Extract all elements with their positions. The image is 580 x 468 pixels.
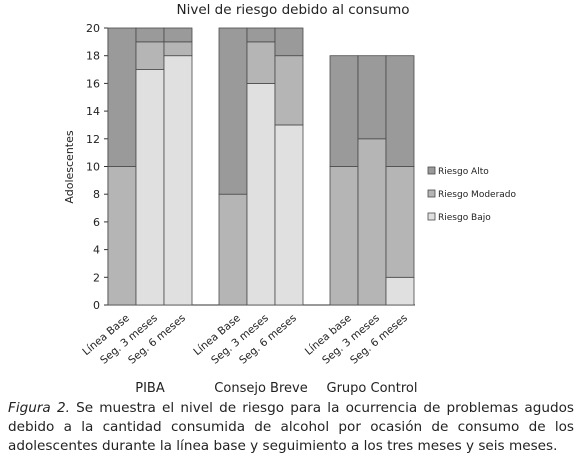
bar-segment-alto (329, 55, 359, 167)
bar-segment-bajo (274, 124, 304, 306)
y-tick-label: 2 (93, 271, 100, 284)
y-tick-label: 6 (93, 216, 100, 229)
bar-segment-moderado (357, 138, 387, 306)
y-axis-title: Adolescentes (63, 130, 76, 203)
chart-title: Nivel de riesgo debido al consumo (177, 2, 410, 18)
group-label: PIBA (135, 381, 165, 396)
y-tick-label: 4 (93, 244, 100, 257)
stacked-bar-chart: Nivel de riesgo debido al consumo Adoles… (63, 2, 517, 396)
bar-segment-alto (107, 27, 137, 167)
bar-segment-alto (357, 55, 387, 140)
y-tick-label: 8 (93, 188, 100, 201)
y-tick-label: 18 (86, 50, 100, 63)
bar-segment-bajo (385, 276, 415, 306)
bar-segment-moderado (385, 166, 415, 278)
legend-label-alto: Riesgo Alto (438, 167, 489, 177)
axes: 0 2 4 6 8 10 12 14 16 18 20 (86, 22, 415, 312)
bar-segment-moderado (329, 166, 359, 306)
y-tick-label: 10 (86, 161, 100, 174)
bar-segment-moderado (163, 41, 193, 57)
bar-segment-alto (385, 55, 415, 167)
bar-segment-alto (163, 27, 193, 43)
legend-swatch-alto (427, 166, 436, 175)
bar-segment-moderado (274, 55, 304, 126)
caption-text: Se muestra el nivel de riesgo para la oc… (8, 400, 574, 454)
bar-segment-moderado (107, 166, 137, 306)
legend-label-moderado: Riesgo Moderado (438, 190, 517, 200)
bar-segment-bajo (163, 55, 193, 306)
bars (107, 27, 415, 306)
y-tick-label: 20 (86, 22, 100, 35)
bar-segment-moderado (246, 41, 276, 84)
bar-segment-alto (218, 27, 248, 195)
legend-label-bajo: Riesgo Bajo (438, 213, 491, 223)
bar-segment-bajo (246, 83, 276, 306)
bar-segment-alto (246, 27, 276, 43)
bar-segment-bajo (135, 69, 165, 306)
bar-segment-moderado (218, 193, 248, 306)
y-tick-label: 16 (86, 77, 100, 90)
group-labels: PIBA Consejo Breve Grupo Control (135, 381, 417, 396)
group-label: Grupo Control (327, 381, 418, 396)
y-tick-label: 0 (93, 299, 100, 312)
legend-swatch-moderado (427, 189, 436, 198)
figure-caption: Figura 2. Se muestra el nivel de riesgo … (8, 399, 574, 456)
bar-segment-alto (274, 27, 304, 57)
legend-swatch-bajo (427, 212, 436, 221)
figure-label: Figura 2. (8, 400, 70, 416)
bar-segment-alto (135, 27, 165, 43)
bar-segment-moderado (135, 41, 165, 70)
group-label: Consejo Breve (214, 381, 307, 396)
y-tick-label: 12 (86, 133, 100, 146)
y-tick-label: 14 (86, 105, 100, 118)
legend: Riesgo Alto Riesgo Moderado Riesgo Bajo (427, 166, 517, 223)
